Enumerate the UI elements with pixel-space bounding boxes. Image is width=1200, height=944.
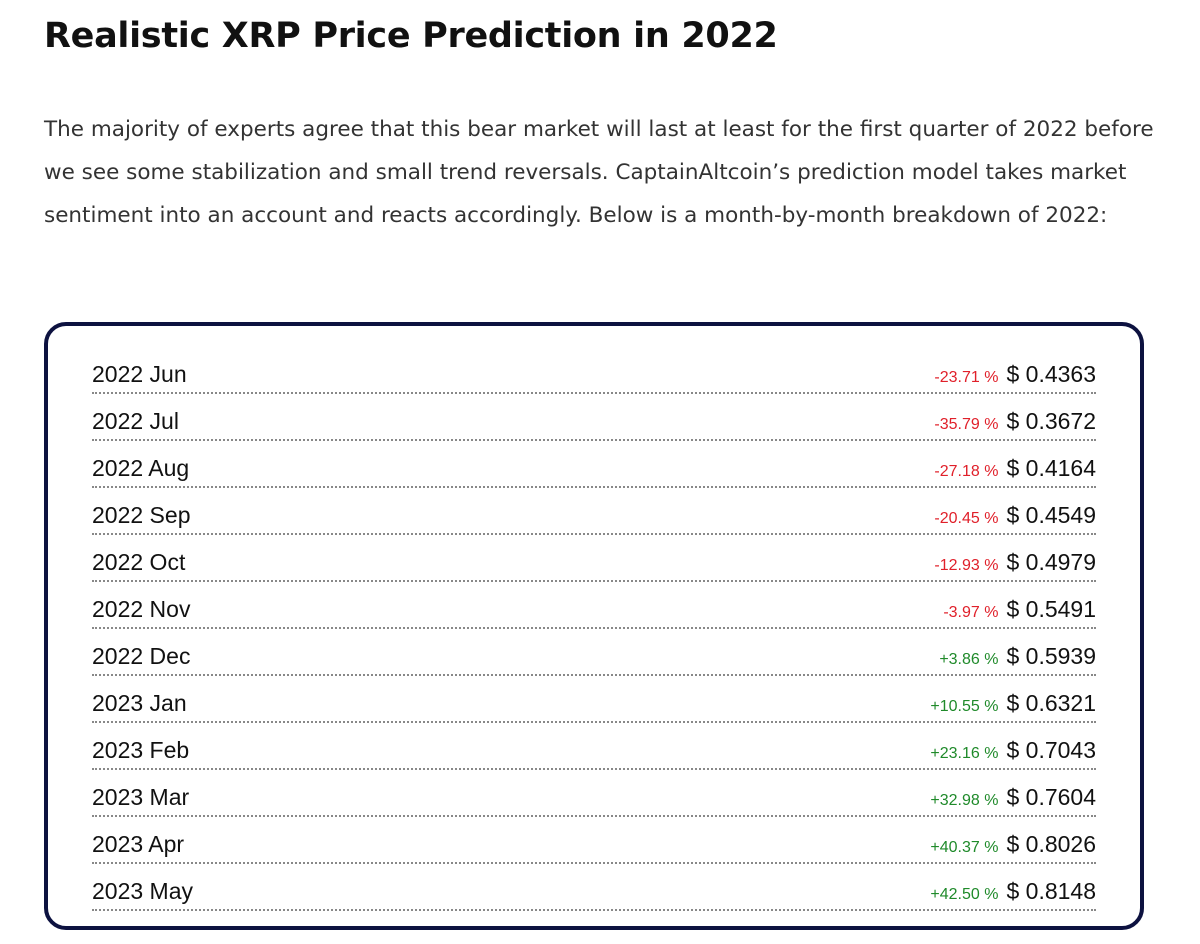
value-group: +42.50 % $ 0.8148 — [930, 878, 1096, 905]
month: 2023 May — [92, 877, 194, 904]
price: $ 0.4164 — [1006, 454, 1096, 481]
month: 2023 Feb — [92, 736, 190, 763]
month: 2022 Oct — [92, 548, 186, 575]
table-row: 2022 Sep -20.45 % $ 0.4549 — [92, 491, 1096, 535]
change: +23.16 % — [930, 744, 999, 762]
change: -27.18 % — [934, 462, 999, 480]
change: +42.50 % — [930, 885, 999, 903]
rows: 2022 Jun -23.71 % $ 0.4363 2022 Jul -35.79 %… — [92, 350, 1096, 914]
month: 2022 Sep — [92, 501, 191, 528]
table-row: 2023 May +42.50 % $ 0.8148 — [92, 867, 1096, 911]
value-group: -27.18 % $ 0.4164 — [934, 455, 1096, 482]
value-group: +10.55 % $ 0.6321 — [930, 690, 1096, 717]
change: -23.71 % — [934, 368, 999, 386]
price: $ 0.6321 — [1006, 689, 1096, 716]
value-group: +3.86 % $ 0.5939 — [939, 643, 1096, 670]
price: $ 0.8148 — [1006, 877, 1096, 904]
prediction-box: 2022 Jun -23.71 % $ 0.4363 2022 Jul -35.79 %… — [44, 322, 1144, 930]
month: 2022 Dec — [92, 642, 191, 669]
value-group: -20.45 % $ 0.4549 — [934, 502, 1096, 529]
month: 2023 Jan — [92, 689, 187, 716]
change: +40.37 % — [930, 838, 999, 856]
price: $ 0.7043 — [1006, 736, 1096, 763]
price: $ 0.3672 — [1006, 407, 1096, 434]
value-group: -3.97 % $ 0.5491 — [943, 596, 1096, 623]
price: $ 0.4979 — [1006, 548, 1096, 575]
table-row: 2022 Aug -27.18 % $ 0.4164 — [92, 444, 1096, 488]
price: $ 0.4549 — [1006, 501, 1096, 528]
price: $ 0.5939 — [1006, 642, 1096, 669]
table-row: 2023 Jan +10.55 % $ 0.6321 — [92, 679, 1096, 723]
change: -12.93 % — [934, 556, 999, 574]
value-group: -23.71 % $ 0.4363 — [934, 361, 1096, 388]
table-row: 2023 Apr +40.37 % $ 0.8026 — [92, 820, 1096, 864]
price: $ 0.4363 — [1006, 360, 1096, 387]
change: -20.45 % — [934, 509, 999, 527]
table-row: 2023 Mar +32.98 % $ 0.7604 — [92, 773, 1096, 817]
table-row: 2022 Dec +3.86 % $ 0.5939 — [92, 632, 1096, 676]
paragraph: The majority of experts agree that this … — [44, 117, 1154, 228]
price: $ 0.8026 — [1006, 830, 1096, 857]
table-row: 2022 Jul -35.79 % $ 0.3672 — [92, 397, 1096, 441]
value-group: -35.79 % $ 0.3672 — [934, 408, 1096, 435]
month: 2022 Jun — [92, 360, 187, 387]
change: +3.86 % — [939, 650, 999, 668]
table-row: 2022 Oct -12.93 % $ 0.4979 — [92, 538, 1096, 582]
change: -35.79 % — [934, 415, 999, 433]
price: $ 0.7604 — [1006, 783, 1096, 810]
value-group: +23.16 % $ 0.7043 — [930, 737, 1096, 764]
table-row: 2022 Nov -3.97 % $ 0.5491 — [92, 585, 1096, 629]
table-row: 2022 Jun -23.71 % $ 0.4363 — [92, 350, 1096, 394]
month: 2022 Aug — [92, 454, 190, 481]
month: 2023 Mar — [92, 783, 190, 810]
change: -3.97 % — [943, 603, 999, 621]
value-group: +32.98 % $ 0.7604 — [930, 784, 1096, 811]
price: $ 0.5491 — [1006, 595, 1096, 622]
month: 2022 Nov — [92, 595, 191, 622]
value-group: +40.37 % $ 0.8026 — [930, 831, 1096, 858]
month: 2023 Apr — [92, 830, 185, 857]
month: 2022 Jul — [92, 407, 179, 434]
change: +32.98 % — [930, 791, 999, 809]
table-row: 2023 Feb +23.16 % $ 0.7043 — [92, 726, 1096, 770]
value-group: -12.93 % $ 0.4979 — [934, 549, 1096, 576]
title: Realistic XRP Price Prediction in 2022 — [44, 16, 778, 56]
change: +10.55 % — [930, 697, 999, 715]
